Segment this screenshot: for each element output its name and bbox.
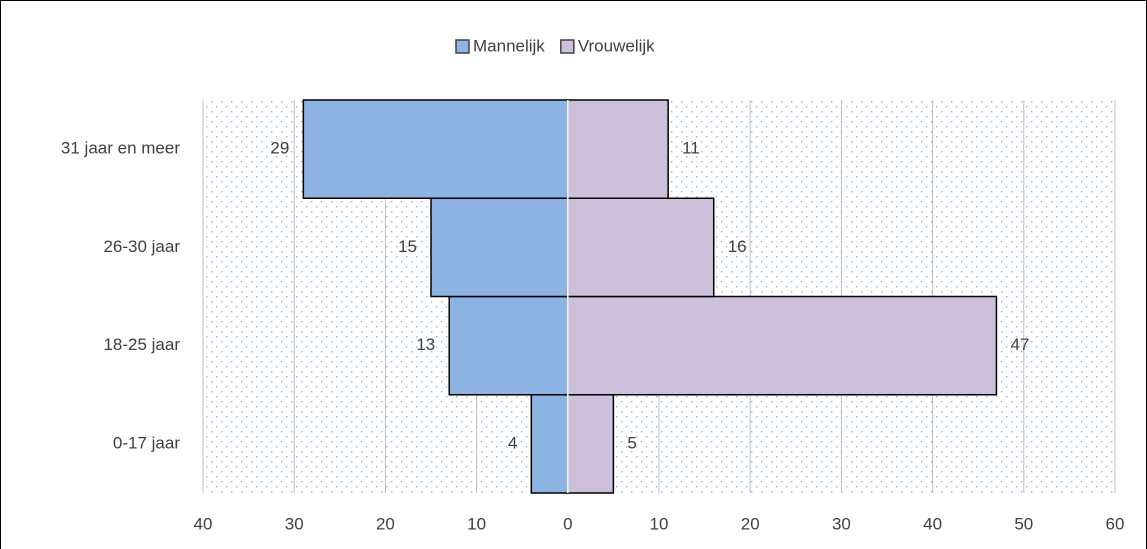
y-tick-label: 18-25 jaar xyxy=(103,335,180,354)
x-tick-label: 10 xyxy=(650,514,669,533)
x-tick-label: 0 xyxy=(563,514,572,533)
x-tick-label: 40 xyxy=(194,514,213,533)
legend-swatch xyxy=(560,39,575,54)
y-tick-label: 26-30 jaar xyxy=(103,237,180,256)
bar xyxy=(430,197,569,298)
x-tick-label: 50 xyxy=(1014,514,1033,533)
x-tick-label: 20 xyxy=(741,514,760,533)
x-tick-label: 30 xyxy=(832,514,851,533)
data-label: 11 xyxy=(682,139,700,158)
data-label: 16 xyxy=(728,237,747,256)
y-tick-label: 0-17 jaar xyxy=(113,433,180,452)
bar xyxy=(530,394,569,494)
x-tick-label: 10 xyxy=(467,514,486,533)
x-tick-label: 20 xyxy=(376,514,395,533)
data-label: 4 xyxy=(508,433,517,452)
data-label: 29 xyxy=(270,139,289,158)
x-tick-label: 40 xyxy=(923,514,942,533)
x-tick-label: 60 xyxy=(1106,514,1125,533)
bar xyxy=(448,295,569,396)
data-label: 13 xyxy=(416,335,435,354)
data-label: 47 xyxy=(1010,335,1029,354)
data-label: 15 xyxy=(398,237,417,256)
legend-label: Mannelijk xyxy=(473,36,545,55)
legend-swatch xyxy=(455,39,470,54)
bar xyxy=(302,99,569,199)
bar xyxy=(567,295,998,396)
bar xyxy=(567,394,615,494)
x-tick-label: 30 xyxy=(285,514,304,533)
bar xyxy=(567,99,669,199)
y-tick-label: 31 jaar en meer xyxy=(61,139,180,158)
bar xyxy=(567,197,715,298)
data-label: 5 xyxy=(627,433,636,452)
legend-label: Vrouwelijk xyxy=(578,36,655,55)
